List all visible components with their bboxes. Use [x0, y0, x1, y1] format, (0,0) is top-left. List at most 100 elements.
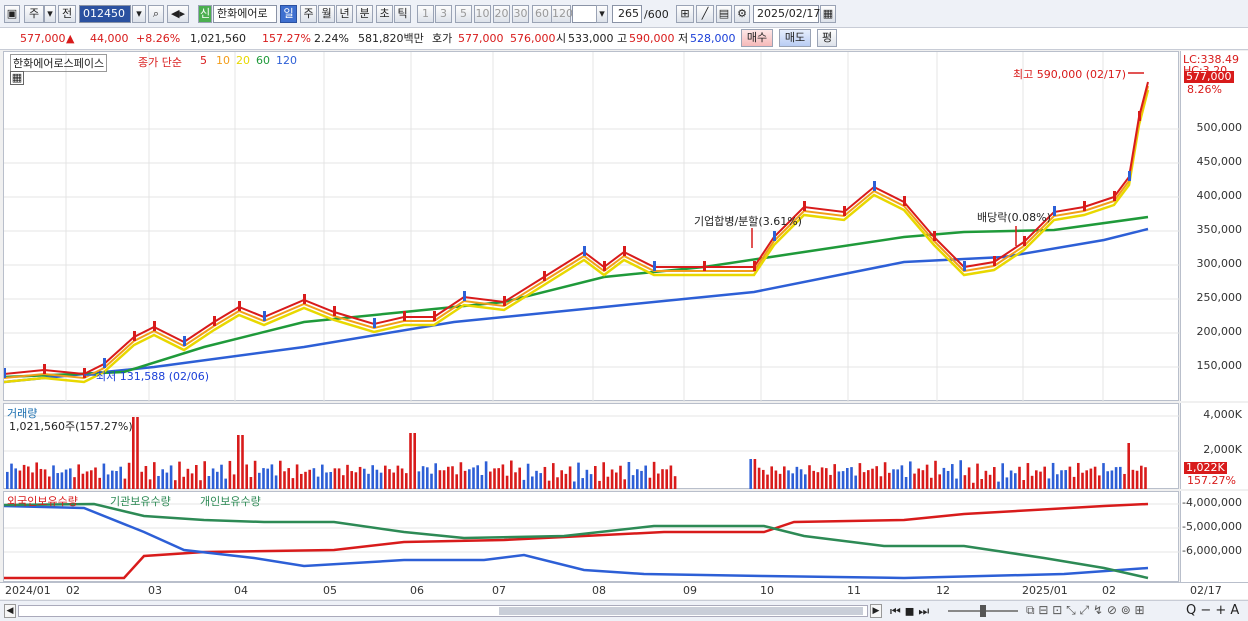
legend-foreign: 외국인보유수량	[7, 495, 78, 508]
up-arrow-icon: ▲	[66, 32, 75, 45]
zoom-slider[interactable]	[948, 604, 1018, 618]
scroll-left-icon[interactable]: ◀	[4, 604, 16, 618]
draw-icon[interactable]: ╱	[696, 5, 714, 23]
volume-chart	[4, 415, 1180, 489]
num-20[interactable]: 20	[493, 5, 510, 23]
speaker-icon[interactable]: ◀▸	[167, 5, 189, 23]
ma-legend-60: 60	[256, 54, 270, 67]
x-label: 12	[936, 584, 950, 597]
price-axis: LC:338.49 HC:3.20 577,000 8.26% 500,0004…	[1180, 51, 1248, 401]
ask-price: 577,000	[458, 32, 504, 45]
table-icon[interactable]: ▦	[10, 71, 24, 85]
low-price: 528,000	[690, 32, 736, 45]
x-label: 04	[234, 584, 248, 597]
price-tick: 250,000	[1196, 291, 1243, 304]
event-dividend: 배당락(0.08%)	[977, 211, 1051, 224]
playback-controls[interactable]: ⏮ ◼ ⏭	[890, 604, 930, 618]
code-input[interactable]: 012450	[79, 5, 131, 23]
zoom-controls[interactable]: Q − + A	[1186, 603, 1240, 618]
count-input[interactable]: 265	[612, 5, 642, 23]
high-label: 고	[617, 32, 628, 45]
date-input[interactable]: 2025/02/17	[753, 5, 820, 23]
volume-tick: 4,000K	[1203, 408, 1242, 421]
avg-button[interactable]: 평	[817, 29, 837, 47]
turnover-rate: 2.24%	[314, 32, 349, 45]
search-icon[interactable]: ⌕	[148, 5, 164, 23]
change-percent: +8.26%	[136, 32, 181, 45]
volume-axis: 4,000K 2,000K 1,022K 157.27%	[1180, 403, 1248, 489]
price-tick: 200,000	[1196, 325, 1243, 338]
volume-ratio: 157.27%	[262, 32, 311, 45]
save-icon[interactable]: ▤	[716, 5, 732, 23]
scroll-right-icon[interactable]: ▶	[870, 604, 882, 618]
num-60[interactable]: 60	[532, 5, 552, 23]
count-total: /600	[644, 8, 669, 21]
x-label: 11	[847, 584, 861, 597]
window-icon[interactable]: ▣	[4, 5, 20, 23]
stock-name[interactable]: 한화에어로	[213, 5, 277, 23]
chevron-down-icon[interactable]: ▾	[596, 5, 608, 23]
chevron-down-icon[interactable]: ▾	[44, 5, 56, 23]
x-label: 02/17	[1190, 584, 1222, 597]
ma-legend-20: 20	[236, 54, 250, 67]
event-merger: 기업합병/분할(3.61%)	[694, 215, 802, 228]
draw-tools[interactable]: ⧉ ⊟ ⊡ ⤡ ⤢ ↯ ⊘ ⊚ ⊞	[1026, 603, 1145, 617]
period-6[interactable]: 초	[376, 5, 393, 23]
volume-tick: 2,000K	[1203, 443, 1242, 456]
last-pct: 8.26%	[1187, 83, 1222, 96]
x-label: 08	[592, 584, 606, 597]
price-tick: 350,000	[1196, 223, 1243, 236]
period-select[interactable]: 주	[24, 5, 44, 23]
bottom-nav: ◀ ▶ ⏮ ◼ ⏭ ⧉ ⊟ ⊡ ⤡ ⤢ ↯ ⊘ ⊚ ⊞ Q − + A	[0, 600, 1248, 621]
num-120[interactable]: 120	[551, 5, 573, 23]
gear-icon[interactable]: ⚙	[734, 5, 750, 23]
prev-button[interactable]: 전	[58, 5, 76, 23]
sell-button[interactable]: 매도	[779, 29, 811, 47]
num-5[interactable]: 5	[455, 5, 472, 23]
num-1[interactable]: 1	[417, 5, 434, 23]
high-price: 590,000	[629, 32, 675, 45]
period-7[interactable]: 틱	[394, 5, 411, 23]
period-2[interactable]: 주	[300, 5, 317, 23]
x-label: 05	[323, 584, 337, 597]
code-dropdown-icon[interactable]: ▾	[132, 5, 146, 23]
scrollbar-track[interactable]	[18, 605, 868, 617]
current-price: 577,000	[20, 32, 66, 45]
trade-amount: 581,820백만	[358, 32, 424, 45]
x-label: 02	[66, 584, 80, 597]
buy-button[interactable]: 매수	[741, 29, 773, 47]
indicator-icon[interactable]: ⊞	[676, 5, 694, 23]
period-1[interactable]: 일	[280, 5, 297, 23]
price-tick: 450,000	[1196, 155, 1243, 168]
holdings-panel[interactable]: 외국인보유수량 기관보유수량 개인보유수량	[3, 491, 1180, 582]
price-change: 44,000	[90, 32, 129, 45]
ma-legend-120: 120	[276, 54, 297, 67]
volume-info: 1,021,560주(157.27%)	[9, 420, 133, 433]
holdings-tick: -4,000,000	[1182, 496, 1242, 509]
legend-type: 종가 단순	[138, 56, 182, 69]
price-tick: 300,000	[1196, 257, 1243, 270]
volume-last-pct: 157.27%	[1187, 474, 1236, 487]
bid-price: 576,000	[510, 32, 556, 45]
scrollbar-thumb[interactable]	[499, 607, 863, 615]
num-10[interactable]: 10	[474, 5, 491, 23]
calendar-icon[interactable]: ▦	[820, 5, 836, 23]
x-label: 2025/01	[1022, 584, 1068, 597]
volume-value: 1,021,560	[190, 32, 246, 45]
ask-label: 호가	[432, 32, 453, 45]
num-3[interactable]: 3	[435, 5, 452, 23]
ma-legend-10: 10	[216, 54, 230, 67]
price-panel[interactable]: 한화에어로스페이스 종가 단순 5 10 20 60 120 ▦ 최고 590,000 …	[3, 51, 1180, 402]
period-5[interactable]: 분	[356, 5, 373, 23]
low-note: 최저 131,588 (02/06)	[96, 370, 210, 383]
volume-panel[interactable]: 거래량 1,021,560주(157.27%)	[3, 403, 1180, 489]
num-30[interactable]: 30	[512, 5, 529, 23]
price-tick: 400,000	[1196, 189, 1243, 202]
period-3[interactable]: 월	[318, 5, 335, 23]
x-label: 2024/01	[5, 584, 51, 597]
period-4[interactable]: 년	[336, 5, 353, 23]
holdings-tick: -5,000,000	[1182, 520, 1242, 533]
price-chart	[3, 52, 1180, 402]
x-label: 10	[760, 584, 774, 597]
